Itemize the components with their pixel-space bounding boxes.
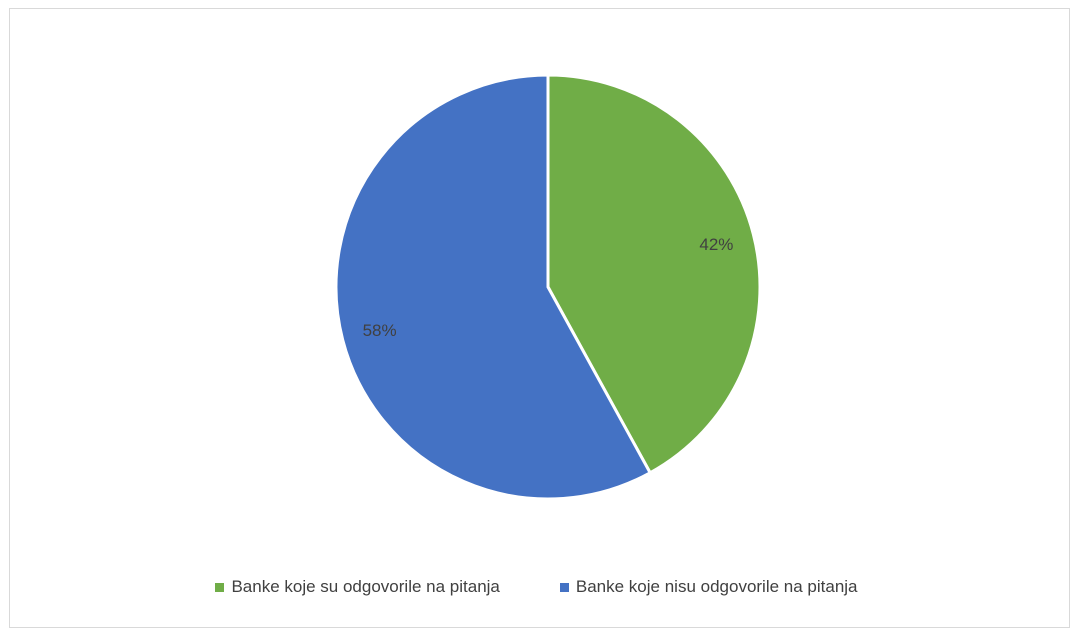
pie-slices xyxy=(334,73,762,501)
pie-slice-answered xyxy=(546,73,762,475)
legend-label-answered: Banke koje su odgovorile na pitanja xyxy=(231,577,500,596)
legend-swatch-not-answered xyxy=(559,582,569,592)
legend-item-answered: Banke koje su odgovorile na pitanja xyxy=(215,577,500,597)
data-label-answered: 42% xyxy=(699,235,733,254)
pie-slice-not-answered xyxy=(334,73,653,501)
legend-swatch-answered xyxy=(215,582,225,592)
pie-data-labels: 42% 58% xyxy=(363,235,734,340)
legend: Banke koje su odgovorile na pitanja Bank… xyxy=(0,573,1073,601)
data-label-not-answered: 58% xyxy=(363,321,397,340)
legend-item-not-answered: Banke koje nisu odgovorile na pitanja xyxy=(559,577,858,597)
legend-label-not-answered: Banke koje nisu odgovorile na pitanja xyxy=(575,577,858,596)
